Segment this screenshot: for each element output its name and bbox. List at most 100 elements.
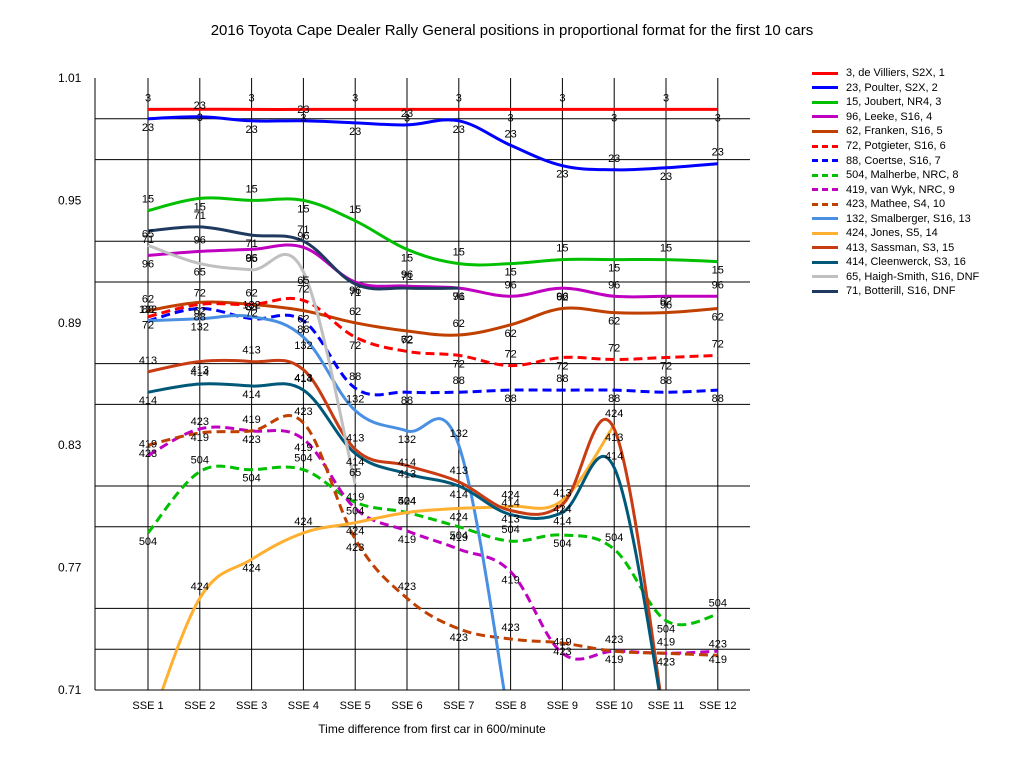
point-label: 132 bbox=[242, 300, 260, 312]
point-label: 23 bbox=[194, 100, 206, 112]
legend-label: 88, Coertse, S16, 7 bbox=[846, 154, 941, 167]
point-label: 96 bbox=[453, 291, 465, 303]
point-label: 23 bbox=[349, 126, 361, 138]
y-tick-label: 0.71 bbox=[58, 683, 82, 697]
point-label: 504 bbox=[501, 524, 519, 536]
point-label: 96 bbox=[401, 269, 413, 281]
point-label: 15 bbox=[453, 247, 465, 259]
series-line-414 bbox=[147, 382, 661, 690]
chart-title: 2016 Toyota Cape Dealer Rally General po… bbox=[210, 22, 814, 39]
point-label: 414 bbox=[294, 373, 312, 385]
point-label: 71 bbox=[349, 287, 361, 299]
point-label: 62 bbox=[349, 306, 361, 318]
point-label: 419 bbox=[709, 654, 727, 666]
point-label: 96 bbox=[194, 234, 206, 246]
legend-swatch bbox=[812, 86, 838, 90]
point-label: 62 bbox=[194, 305, 206, 317]
point-label: 132 bbox=[294, 340, 312, 352]
point-label: 65 bbox=[194, 267, 206, 279]
point-label: 88 bbox=[712, 393, 724, 405]
legend-swatch bbox=[812, 129, 838, 133]
x-tick-label: SSE 8 bbox=[495, 700, 526, 712]
point-label: 96 bbox=[504, 279, 516, 291]
point-label: 65 bbox=[142, 228, 154, 240]
point-label: 423 bbox=[709, 638, 727, 650]
legend-swatch bbox=[812, 115, 838, 119]
point-label: 504 bbox=[605, 532, 623, 544]
point-label: 419 bbox=[657, 636, 675, 648]
x-axis-title: Time difference from first car in 600/mi… bbox=[318, 722, 546, 736]
legend-item: 62, Franken, S16, 5 bbox=[812, 124, 1017, 139]
legend-item: 65, Haigh-Smith, S16, DNF bbox=[812, 270, 1017, 285]
point-label: 15 bbox=[556, 243, 568, 255]
legend-item: 423, Mathee, S4, 10 bbox=[812, 197, 1017, 212]
x-tick-label: SSE 12 bbox=[699, 700, 736, 712]
point-label: 71 bbox=[297, 224, 309, 236]
point-label: 413 bbox=[605, 432, 623, 444]
legend-label: 96, Leeke, S16, 4 bbox=[846, 110, 933, 123]
point-label: 423 bbox=[242, 434, 260, 446]
legend-label: 504, Malherbe, NRC, 8 bbox=[846, 169, 959, 182]
legend-swatch bbox=[812, 173, 838, 177]
point-label: 3 bbox=[145, 92, 151, 104]
point-label: 88 bbox=[349, 371, 361, 383]
point-label: 414 bbox=[191, 367, 209, 379]
point-label: 72 bbox=[245, 307, 257, 319]
point-label: 71 bbox=[142, 234, 154, 246]
legend-swatch bbox=[812, 246, 838, 250]
point-label: 23 bbox=[245, 124, 257, 136]
legend-label: 414, Cleenwerck, S3, 16 bbox=[846, 256, 966, 269]
legend-item: 72, Potgieter, S16, 6 bbox=[812, 139, 1017, 154]
point-label: 88 bbox=[453, 375, 465, 387]
legend-swatch bbox=[812, 100, 838, 104]
legend-swatch bbox=[812, 202, 838, 206]
point-label: 23 bbox=[453, 124, 465, 136]
point-label: 62 bbox=[660, 296, 672, 308]
point-label: 423 bbox=[657, 656, 675, 668]
point-label: 3 bbox=[300, 112, 306, 124]
point-label: 504 bbox=[139, 536, 157, 548]
legend-swatch bbox=[812, 275, 838, 279]
point-label: 3 bbox=[352, 92, 358, 104]
point-label: 15 bbox=[245, 183, 257, 195]
point-label: 423 bbox=[294, 406, 312, 418]
series-line-424 bbox=[160, 423, 616, 690]
point-label: 132 bbox=[346, 394, 364, 406]
point-label: 504 bbox=[398, 496, 416, 508]
point-label: 62 bbox=[712, 312, 724, 324]
point-label: 419 bbox=[191, 432, 209, 444]
point-label: 71 bbox=[453, 291, 465, 303]
point-label: 23 bbox=[297, 104, 309, 116]
legend-label: 419, van Wyk, NRC, 9 bbox=[846, 183, 955, 196]
point-label: 23 bbox=[556, 169, 568, 181]
point-label: 71 bbox=[245, 238, 257, 250]
series-line-72 bbox=[147, 296, 718, 368]
point-label: 71 bbox=[194, 210, 206, 222]
point-label: 413 bbox=[553, 487, 571, 499]
point-label: 414 bbox=[139, 395, 157, 407]
legend-item: 15, Joubert, NR4, 3 bbox=[812, 95, 1017, 110]
point-label: 504 bbox=[657, 624, 675, 636]
point-label: 72 bbox=[453, 358, 465, 370]
x-tick-label: SSE 11 bbox=[648, 700, 685, 712]
point-label: 424 bbox=[294, 516, 312, 528]
legend-label: 413, Sassman, S3, 15 bbox=[846, 241, 955, 254]
y-tick-label: 0.77 bbox=[58, 561, 82, 575]
point-label: 23 bbox=[660, 171, 672, 183]
point-label: 88 bbox=[142, 304, 154, 316]
x-tick-label: SSE 2 bbox=[184, 700, 215, 712]
point-label: 96 bbox=[556, 291, 568, 303]
y-tick-label: 0.95 bbox=[58, 193, 82, 207]
point-label: 423 bbox=[398, 581, 416, 593]
point-label: 23 bbox=[608, 153, 620, 165]
point-label: 3 bbox=[197, 112, 203, 124]
point-label: 419 bbox=[553, 636, 571, 648]
legend-item: 96, Leeke, S16, 4 bbox=[812, 110, 1017, 125]
legend-label: 62, Franken, S16, 5 bbox=[846, 125, 943, 138]
grid bbox=[95, 78, 750, 690]
point-label: 62 bbox=[608, 316, 620, 328]
point-label: 15 bbox=[297, 203, 309, 215]
point-label: 88 bbox=[504, 393, 516, 405]
point-label: 3 bbox=[611, 112, 617, 124]
